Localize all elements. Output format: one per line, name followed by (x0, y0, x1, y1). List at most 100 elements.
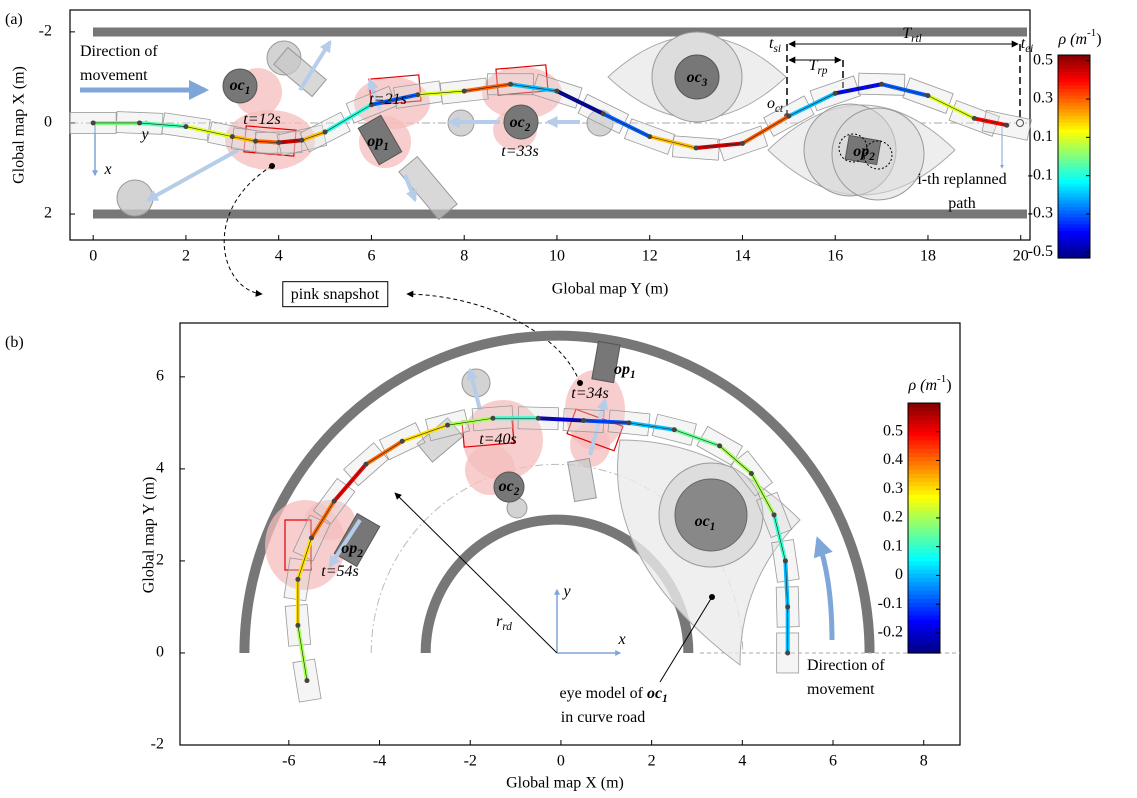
annotation: x (617, 631, 625, 648)
colorbar-slice (908, 591, 940, 596)
x-tick-label: 8 (920, 753, 928, 770)
colorbar-slice (908, 628, 940, 633)
annotation-text: t=54s (321, 563, 358, 580)
annotation-line: movement (80, 67, 148, 84)
colorbar-slice (908, 507, 940, 512)
y-tick-label: 6 (156, 368, 164, 385)
x-tick-label: 20 (1013, 248, 1029, 265)
colorbar-tick-label: 0 (895, 566, 903, 583)
colorbar-slice (908, 516, 940, 521)
colorbar-slice (908, 411, 940, 416)
x-tick-label: 16 (827, 248, 843, 265)
annotation: op1 (614, 361, 636, 381)
colorbar-tick-label: 0.4 (883, 451, 903, 468)
colorbar-slice (908, 636, 940, 641)
path-point (601, 111, 606, 116)
annotation-sub: 1 (630, 369, 636, 381)
x-tick-label: -2 (464, 753, 477, 770)
annotation: tsi (769, 35, 781, 55)
colorbar-label-sup: -1 (937, 373, 946, 385)
annotation-sub: 1 (383, 141, 389, 153)
colorbar-slice (908, 645, 940, 650)
x-tick-label: -6 (282, 753, 295, 770)
colorbar-slice (908, 611, 940, 616)
annotation: (a) (5, 11, 23, 28)
colorbar-tick-label: 0.3 (883, 480, 903, 497)
y-tick-label: 4 (156, 460, 164, 477)
colorbar-slice (908, 495, 940, 500)
annotation-text: t=33s (501, 143, 538, 160)
colorbar-slice (908, 428, 940, 433)
colorbar-tick-label: -0.5 (1028, 243, 1053, 260)
annotation-line: i-th replanned (917, 171, 1006, 188)
colorbar-slice (908, 520, 940, 525)
x-tick-label: 10 (549, 248, 565, 265)
colorbar-slice (908, 566, 940, 571)
colorbar-slice (908, 607, 940, 612)
x-tick-label: 12 (642, 248, 658, 265)
x-tick-label: 0 (89, 248, 97, 265)
colorbar-slice (908, 474, 940, 479)
annotation-text: t=12s (243, 111, 280, 128)
colorbar-label-sup: -1 (1087, 27, 1096, 39)
path-point (183, 124, 188, 129)
annotation-text: y (139, 126, 149, 143)
colorbar-slice (908, 553, 940, 558)
obstacle (675, 479, 747, 551)
colorbar-slice (908, 624, 940, 629)
path-point (276, 140, 281, 145)
colorbar-slice (908, 449, 940, 454)
path-point (785, 604, 790, 609)
annotation-text: oc (647, 685, 662, 702)
annotation-line: Direction of (80, 43, 158, 60)
annotation: oct (767, 95, 784, 115)
x-tick-label: 18 (920, 248, 936, 265)
path-point (323, 130, 328, 135)
x-tick-label: 8 (460, 248, 468, 265)
y-tick-label: 2 (44, 205, 52, 222)
annotation: (b) (5, 334, 24, 351)
path-point (536, 416, 541, 421)
annotation-sub: si (773, 43, 780, 55)
path-point (309, 535, 314, 540)
colorbar-tick-label: -0.3 (1028, 205, 1053, 222)
annotation-text: y (561, 583, 571, 600)
colorbar-slice (908, 420, 940, 425)
colorbar-slice (908, 441, 940, 446)
annotation-text: t=40s (479, 431, 516, 448)
annotation-text: eye model of (559, 685, 643, 702)
colorbar-label: ρ (m-1) (907, 373, 951, 394)
colorbar-tick-label: 0.5 (883, 422, 903, 439)
colorbar-slice (908, 599, 940, 604)
colorbar-slice (908, 620, 940, 625)
annotation-text: op (614, 361, 630, 378)
x-tick-label: 4 (738, 753, 746, 770)
annotation: y (139, 126, 149, 143)
colorbar-tick-label: 0.2 (883, 509, 903, 526)
annotation-text: oc (499, 478, 514, 495)
path-point (786, 114, 791, 119)
annotation: t=21s (369, 91, 406, 108)
path-point (295, 623, 300, 628)
path-point (253, 139, 258, 144)
annotation: t=40s (479, 431, 516, 448)
arrow (148, 150, 238, 200)
path-point (972, 116, 977, 121)
path-point (717, 443, 722, 448)
annotation-sub: 1 (245, 85, 251, 97)
annotation: rrd (496, 613, 512, 633)
colorbar-slice (908, 470, 940, 475)
annotation-text: x (617, 631, 625, 648)
annotation: x (103, 161, 111, 178)
x-tick-label: 14 (734, 248, 750, 265)
annotation: tei (1021, 35, 1034, 55)
annotation-text: op (341, 540, 357, 557)
y-axis-label: Global map Y (m) (141, 477, 158, 594)
figure: 02468101214161820-202Global map Y (m)Glo… (0, 0, 1137, 798)
annotation-text: o (767, 95, 775, 112)
path-point (490, 416, 495, 421)
annotation-sub: 2 (524, 122, 531, 134)
y-axis-label: Global map X (m) (11, 66, 28, 184)
annotation-line: movement (807, 681, 875, 698)
